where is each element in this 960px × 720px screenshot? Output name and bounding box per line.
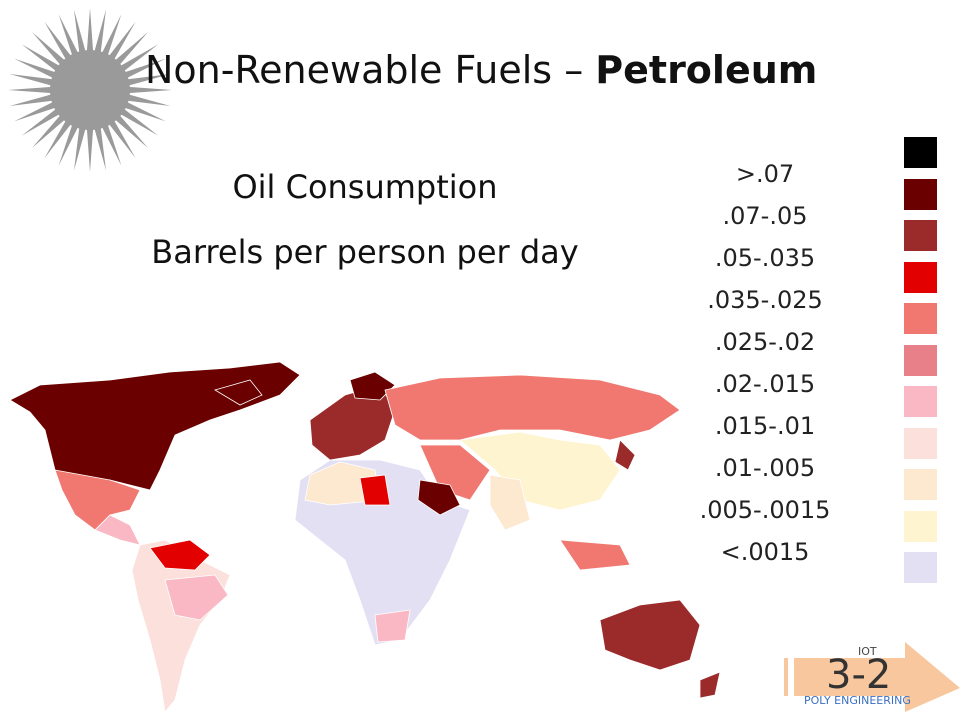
legend-label: .005-.0015 — [699, 496, 831, 524]
legend-swatch — [904, 344, 937, 376]
legend-swatch — [904, 427, 937, 459]
legend-swatch — [904, 552, 937, 583]
badge-number: 3-2 — [826, 652, 892, 698]
legend-label: .035-.025 — [707, 286, 823, 314]
legend-label: .07-.05 — [722, 202, 808, 230]
legend-label: .015-.01 — [714, 412, 816, 440]
subtitle-line: Oil Consumption — [232, 168, 498, 206]
badge — [778, 642, 960, 712]
legend-label: .02-.015 — [714, 370, 816, 398]
legend-swatch — [904, 137, 937, 168]
legend-label: .025-.02 — [714, 328, 816, 356]
subtitle-line: Barrels per person per day — [151, 233, 579, 271]
legend-label: <.0015 — [720, 538, 810, 566]
badge-top: IOT — [858, 645, 877, 658]
sun-icon — [8, 8, 172, 172]
legend-swatch — [904, 386, 937, 417]
legend-swatch — [904, 469, 937, 500]
slide-title: Non-Renewable Fuels – Petroleum — [145, 48, 817, 92]
legend-label: >.07 — [735, 160, 795, 188]
legend-swatch — [904, 220, 937, 251]
title-bold: Petroleum — [595, 48, 818, 92]
badge-bottom: POLY ENGINEERING — [804, 694, 911, 707]
legend-swatch — [904, 510, 937, 542]
legend-swatch — [904, 178, 937, 210]
sun-core — [50, 50, 130, 130]
title-text: Non-Renewable Fuels – — [145, 48, 596, 92]
legend-swatch — [904, 303, 937, 334]
legend-box — [688, 150, 938, 590]
world-map — [9, 361, 721, 713]
legend-swatch — [904, 261, 937, 293]
legend-label: .05-.035 — [714, 244, 816, 272]
legend-label: .01-.005 — [714, 454, 816, 482]
